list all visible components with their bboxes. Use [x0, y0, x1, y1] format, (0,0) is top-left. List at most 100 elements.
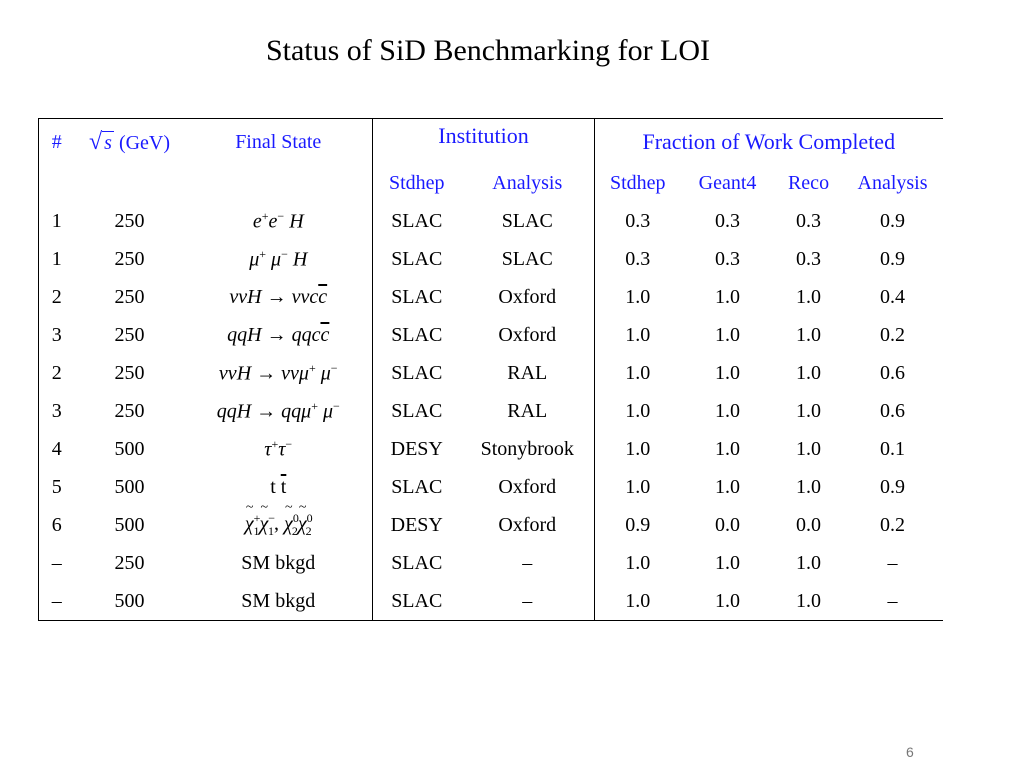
- cell-inst-analysis: –: [460, 582, 595, 621]
- cell-final-state: μ+ μ− H: [249, 246, 308, 271]
- cell-energy: 250: [114, 285, 145, 308]
- cell-energy: 500: [114, 437, 145, 460]
- cell-energy: 250: [114, 247, 145, 270]
- cell-frac-reco: 1.0: [796, 399, 822, 422]
- cell-frac-geant4: 0.0: [715, 513, 741, 536]
- cell-frac-reco: 0.3: [796, 247, 822, 270]
- table-subheader-row: Stdhep Analysis Stdhep Geant4 Reco Analy…: [38, 165, 943, 202]
- subheader-frac-stdhep: Stdhep: [594, 165, 681, 202]
- cell-frac-geant4: 1.0: [715, 551, 741, 574]
- energy-unit: (GeV): [118, 131, 171, 154]
- cell-frac-analysis: 0.2: [880, 513, 906, 536]
- cell-num: 3: [38, 316, 75, 354]
- cell-frac-reco: 0.0: [796, 513, 822, 536]
- cell-inst-stdhep: SLAC: [372, 468, 461, 506]
- cell-inst-analysis: Oxford: [498, 285, 557, 308]
- cell-frac-reco: 1.0: [796, 323, 822, 346]
- col-header-final-state: Final State: [184, 118, 373, 165]
- col-header-energy: √ s (GeV): [74, 118, 185, 165]
- cell-final-state: ννH → ννcc: [229, 285, 328, 308]
- cell-frac-analysis: 0.9: [880, 475, 906, 498]
- cell-frac-analysis: 0.1: [880, 437, 906, 460]
- cell-num: 3: [38, 392, 75, 430]
- s-symbol: s: [102, 130, 114, 154]
- cell-frac-analysis: 0.4: [880, 285, 906, 308]
- table-row: 5 500 t t SLAC Oxford 1.0 1.0 1.0 0.9: [38, 468, 943, 506]
- cell-num: 2: [38, 278, 75, 316]
- table-row: 1 250 μ+ μ− H SLAC SLAC 0.3 0.3 0.3 0.9: [38, 240, 943, 278]
- table-row: 4 500 τ+τ− DESY Stonybrook 1.0 1.0 1.0 0…: [38, 430, 943, 468]
- table-row: – 250 SM bkgd SLAC – 1.0 1.0 1.0 –: [38, 544, 943, 582]
- cell-inst-stdhep: SLAC: [372, 278, 461, 316]
- subheader-frac-geant4: Geant4: [698, 172, 757, 194]
- cell-frac-stdhep: 1.0: [594, 430, 681, 468]
- cell-energy: 250: [114, 323, 145, 346]
- cell-final-state: ννH → ννμ+ μ−: [218, 360, 338, 385]
- cell-inst-analysis: RAL: [507, 361, 548, 384]
- cell-frac-stdhep: 1.0: [594, 278, 681, 316]
- page-title: Status of SiD Benchmarking for LOI: [265, 34, 711, 67]
- cell-frac-stdhep: 1.0: [594, 316, 681, 354]
- cell-num: 6: [38, 506, 75, 544]
- cell-energy: 250: [114, 361, 145, 384]
- cell-frac-geant4: 0.3: [715, 247, 741, 270]
- cell-energy: 250: [114, 209, 145, 232]
- cell-final-state: t t: [270, 475, 287, 498]
- col-header-fraction: Fraction of Work Completed: [594, 118, 943, 165]
- cell-energy: 500: [74, 582, 185, 621]
- cell-inst-analysis: –: [522, 551, 533, 574]
- table-row: 2 250 ννH → ννcc SLAC Oxford 1.0 1.0 1.0…: [38, 278, 943, 316]
- cell-final-state: χ+1χ−1, χ02χ02: [185, 500, 373, 544]
- cell-inst-stdhep: SLAC: [372, 202, 461, 240]
- cell-num: –: [38, 544, 75, 582]
- page-number: 6: [906, 744, 914, 760]
- cell-inst-stdhep: DESY: [372, 430, 461, 468]
- col-header-institution: Institution: [371, 118, 595, 165]
- cell-final-state: τ+τ−: [264, 436, 293, 461]
- cell-inst-analysis: Oxford: [498, 513, 557, 536]
- cell-inst-stdhep: DESY: [372, 506, 461, 544]
- cell-frac-analysis: –: [842, 582, 943, 621]
- cell-frac-geant4: 1.0: [680, 582, 775, 621]
- cell-inst-analysis: RAL: [507, 399, 548, 422]
- cell-frac-stdhep: 1.0: [594, 468, 681, 506]
- subheader-frac-analysis: Analysis: [857, 172, 928, 194]
- table-row: 6 500 χ+1χ−1, χ02χ02 DESY Oxford 0.9 0.0…: [38, 500, 943, 544]
- col-header-num: #: [38, 118, 75, 165]
- cell-frac-stdhep: 0.3: [594, 202, 681, 240]
- cell-num: 1: [38, 240, 75, 278]
- cell-inst-stdhep: SLAC: [372, 582, 461, 621]
- cell-inst-analysis: SLAC: [501, 209, 553, 232]
- cell-inst-stdhep: SLAC: [372, 240, 461, 278]
- cell-frac-stdhep: 1.0: [594, 544, 681, 582]
- cell-frac-stdhep: 1.0: [594, 392, 681, 430]
- cell-final-state: e+e− H: [252, 208, 304, 233]
- table-row: 3 250 qqH → qqμ+ μ− SLAC RAL 1.0 1.0 1.0…: [38, 392, 943, 430]
- cell-num: 4: [38, 430, 75, 468]
- table-header-row: # √ s (GeV) Final State Institution Fract…: [38, 118, 943, 165]
- cell-inst-stdhep: SLAC: [372, 544, 461, 582]
- cell-frac-stdhep: 0.9: [594, 506, 681, 544]
- cell-frac-reco: 1.0: [796, 475, 822, 498]
- cell-frac-reco: 1.0: [796, 551, 822, 574]
- cell-frac-reco: 0.3: [796, 209, 822, 232]
- cell-frac-geant4: 1.0: [715, 323, 741, 346]
- cell-frac-analysis: –: [887, 551, 898, 574]
- table-row: 3 250 qqH → qqcc SLAC Oxford 1.0 1.0 1.0…: [38, 316, 943, 354]
- cell-frac-geant4: 1.0: [715, 475, 741, 498]
- cell-inst-stdhep: SLAC: [372, 392, 461, 430]
- table-row: 2 250 ννH → ννμ+ μ− SLAC RAL 1.0 1.0 1.0…: [38, 354, 943, 392]
- cell-num: 2: [38, 354, 75, 392]
- cell-final-state: SM bkgd: [184, 582, 373, 621]
- cell-num: –: [38, 582, 75, 621]
- cell-frac-geant4: 1.0: [715, 361, 741, 384]
- cell-final-state: qqH → qqcc: [227, 323, 330, 346]
- table-row: – 500 SM bkgd SLAC – 1.0 1.0 1.0 –: [38, 582, 943, 621]
- cell-frac-reco: 1.0: [796, 285, 822, 308]
- cell-final-state: SM bkgd: [241, 551, 316, 574]
- cell-frac-geant4: 1.0: [715, 285, 741, 308]
- table-row: 1 250 e+e− H SLAC SLAC 0.3 0.3 0.3 0.9: [38, 202, 943, 240]
- cell-inst-analysis: Oxford: [498, 323, 557, 346]
- cell-frac-reco: 1.0: [796, 437, 822, 460]
- cell-inst-analysis: Oxford: [498, 475, 557, 498]
